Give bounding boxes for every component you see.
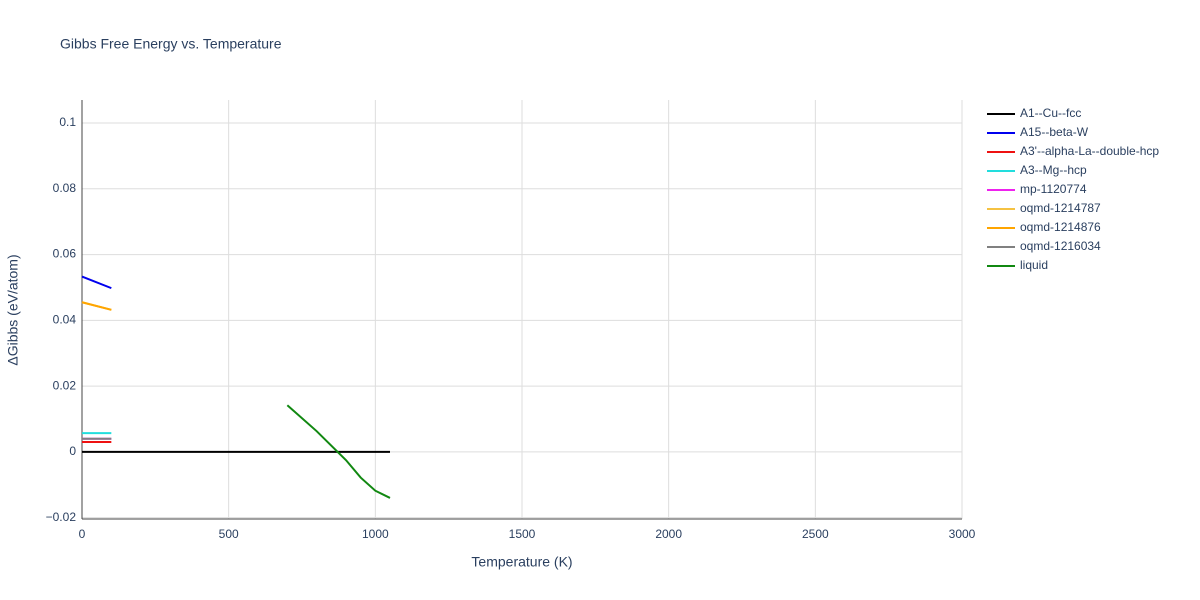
y-tick-label: 0.1 xyxy=(59,115,76,129)
x-tick-label: 500 xyxy=(219,527,239,541)
legend-label: mp-1120774 xyxy=(1020,182,1087,196)
x-tick-label: 3000 xyxy=(949,527,976,541)
series-line xyxy=(286,404,391,499)
y-tick-label: −0.02 xyxy=(46,510,77,524)
legend-label: oqmd-1214876 xyxy=(1020,220,1101,234)
series-line xyxy=(81,301,112,311)
x-axis-title: Temperature (K) xyxy=(471,554,572,570)
y-axis-title: ΔGibbs (eV/atom) xyxy=(5,254,21,365)
legend-label: liquid xyxy=(1020,258,1048,272)
y-tick-label: 0.08 xyxy=(53,181,77,195)
legend-label: A3'--alpha-La--double-hcp xyxy=(1020,144,1159,158)
chart-title: Gibbs Free Energy vs. Temperature xyxy=(60,36,282,52)
y-tick-label: 0.04 xyxy=(53,313,77,327)
x-tick-label: 1500 xyxy=(509,527,536,541)
y-tick-label: 0.06 xyxy=(53,247,77,261)
legend-label: oqmd-1214787 xyxy=(1020,201,1101,215)
legend-label: A3--Mg--hcp xyxy=(1020,163,1087,177)
series-line xyxy=(81,275,112,290)
x-tick-label: 2500 xyxy=(802,527,829,541)
legend-label: A1--Cu--fcc xyxy=(1020,106,1081,120)
x-tick-label: 2000 xyxy=(655,527,682,541)
legend-label: A15--beta-W xyxy=(1020,125,1089,139)
x-tick-label: 0 xyxy=(79,527,86,541)
y-tick-label: 0 xyxy=(69,444,76,458)
legend-label: oqmd-1216034 xyxy=(1020,239,1101,253)
y-tick-label: 0.02 xyxy=(53,378,77,392)
x-tick-label: 1000 xyxy=(362,527,389,541)
